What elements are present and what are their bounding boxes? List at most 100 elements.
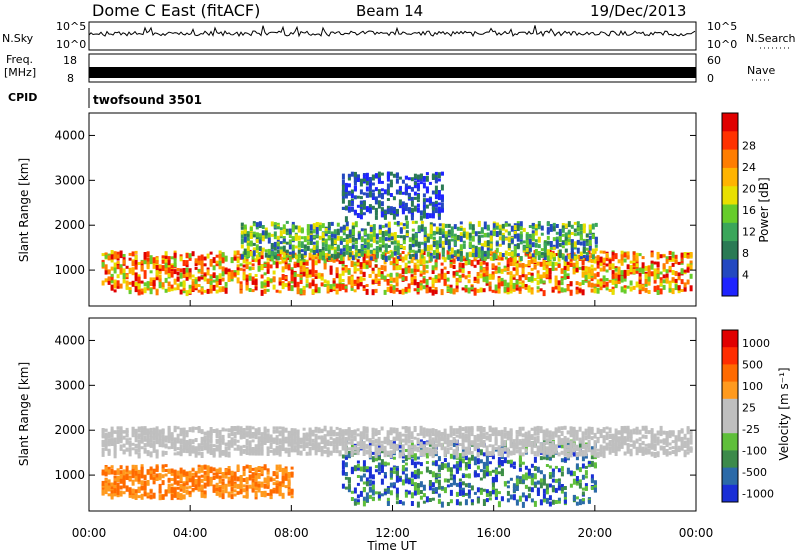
echo-cell xyxy=(365,192,369,198)
echo-cell xyxy=(176,451,180,456)
echo-cell xyxy=(473,264,477,268)
echo-cell xyxy=(573,255,577,260)
echo-cell xyxy=(611,251,615,258)
echo-cell xyxy=(476,447,480,453)
echo-cell xyxy=(404,467,408,472)
echo-cell xyxy=(182,283,186,288)
echo-cell xyxy=(437,467,441,473)
echo-cell xyxy=(549,241,553,247)
echo-cell xyxy=(362,212,366,216)
echo-cell xyxy=(470,286,474,290)
echo-cell xyxy=(647,290,651,294)
echo-cell xyxy=(399,235,403,239)
echo-cell xyxy=(635,270,639,274)
echo-cell xyxy=(459,255,463,262)
echo-cell xyxy=(119,476,123,481)
echo-cell xyxy=(239,426,243,432)
echo-cell xyxy=(185,471,189,476)
echo-cell xyxy=(395,470,399,476)
echo-cell xyxy=(347,174,351,180)
echo-cell xyxy=(485,271,489,276)
echo-cell xyxy=(392,173,396,178)
echo-cell xyxy=(638,288,642,291)
echo-cell xyxy=(290,472,294,476)
echo-cell xyxy=(561,245,565,249)
echo-cell xyxy=(257,472,261,479)
echo-cell xyxy=(543,242,547,248)
echo-cell xyxy=(414,250,418,254)
echo-cell xyxy=(365,466,369,470)
echo-cell xyxy=(110,468,114,475)
echo-cell xyxy=(542,493,546,499)
echo-cell xyxy=(569,258,573,262)
echo-cell xyxy=(500,268,504,272)
echo-cell xyxy=(185,443,189,450)
echo-cell xyxy=(110,250,114,255)
echo-cell xyxy=(390,251,394,258)
echo-cell xyxy=(287,430,291,436)
echo-cell xyxy=(134,467,138,471)
echo-cell xyxy=(215,428,219,432)
echo-cell xyxy=(497,282,501,289)
echo-cell xyxy=(656,261,660,268)
echo-cell xyxy=(614,284,618,289)
echo-cell xyxy=(468,251,472,256)
echo-cell xyxy=(588,239,592,246)
echo-cell xyxy=(561,233,565,237)
echo-cell xyxy=(650,271,654,277)
echo-cell xyxy=(282,229,286,235)
echo-cell xyxy=(386,208,390,215)
echo-cell xyxy=(296,445,300,451)
echo-cell xyxy=(194,447,198,451)
echo-cell xyxy=(284,472,288,478)
echo-cell xyxy=(333,254,337,260)
echo-cell xyxy=(506,460,510,464)
echo-cell xyxy=(561,227,565,233)
echo-cell xyxy=(212,447,216,452)
echo-cell xyxy=(203,482,207,489)
echo-cell xyxy=(473,276,477,281)
echo-cell xyxy=(311,268,315,273)
echo-cell xyxy=(510,239,514,244)
echo-cell xyxy=(515,478,519,485)
echo-cell xyxy=(251,432,255,435)
echo-cell xyxy=(483,243,487,248)
echo-cell xyxy=(321,237,325,243)
echo-cell xyxy=(584,486,588,491)
echo-cell xyxy=(134,272,138,278)
echo-cell xyxy=(224,428,228,432)
echo-cell xyxy=(482,472,486,477)
echo-cell xyxy=(531,222,535,226)
power-colorbar-label: Power [dB] xyxy=(757,177,771,242)
echo-cell xyxy=(200,264,204,270)
echo-cell xyxy=(434,177,438,183)
echo-cell xyxy=(509,463,513,468)
echo-cell xyxy=(362,206,366,209)
echo-cell xyxy=(281,477,285,484)
echo-cell xyxy=(518,464,522,468)
echo-cell xyxy=(215,475,219,479)
echo-cell xyxy=(197,470,201,474)
echo-cell xyxy=(270,221,274,227)
echo-cell xyxy=(471,252,475,258)
echo-cell xyxy=(384,255,388,262)
echo-cell xyxy=(315,229,319,235)
echo-cell xyxy=(209,439,213,444)
echo-cell xyxy=(236,258,240,264)
echo-cell xyxy=(260,481,264,488)
echo-cell xyxy=(677,272,681,277)
echo-cell xyxy=(182,260,186,266)
echo-cell xyxy=(579,224,583,230)
echo-cell xyxy=(425,260,429,264)
echo-cell xyxy=(446,284,450,288)
echo-cell xyxy=(209,427,213,431)
echo-cell xyxy=(563,458,567,462)
echo-cell xyxy=(647,267,651,274)
echo-cell xyxy=(119,473,123,478)
echo-cell xyxy=(513,251,517,258)
echo-cell xyxy=(266,288,270,292)
echo-cell xyxy=(146,283,150,289)
echo-cell xyxy=(515,269,519,276)
echo-cell xyxy=(455,463,459,469)
echo-cell xyxy=(308,252,312,258)
